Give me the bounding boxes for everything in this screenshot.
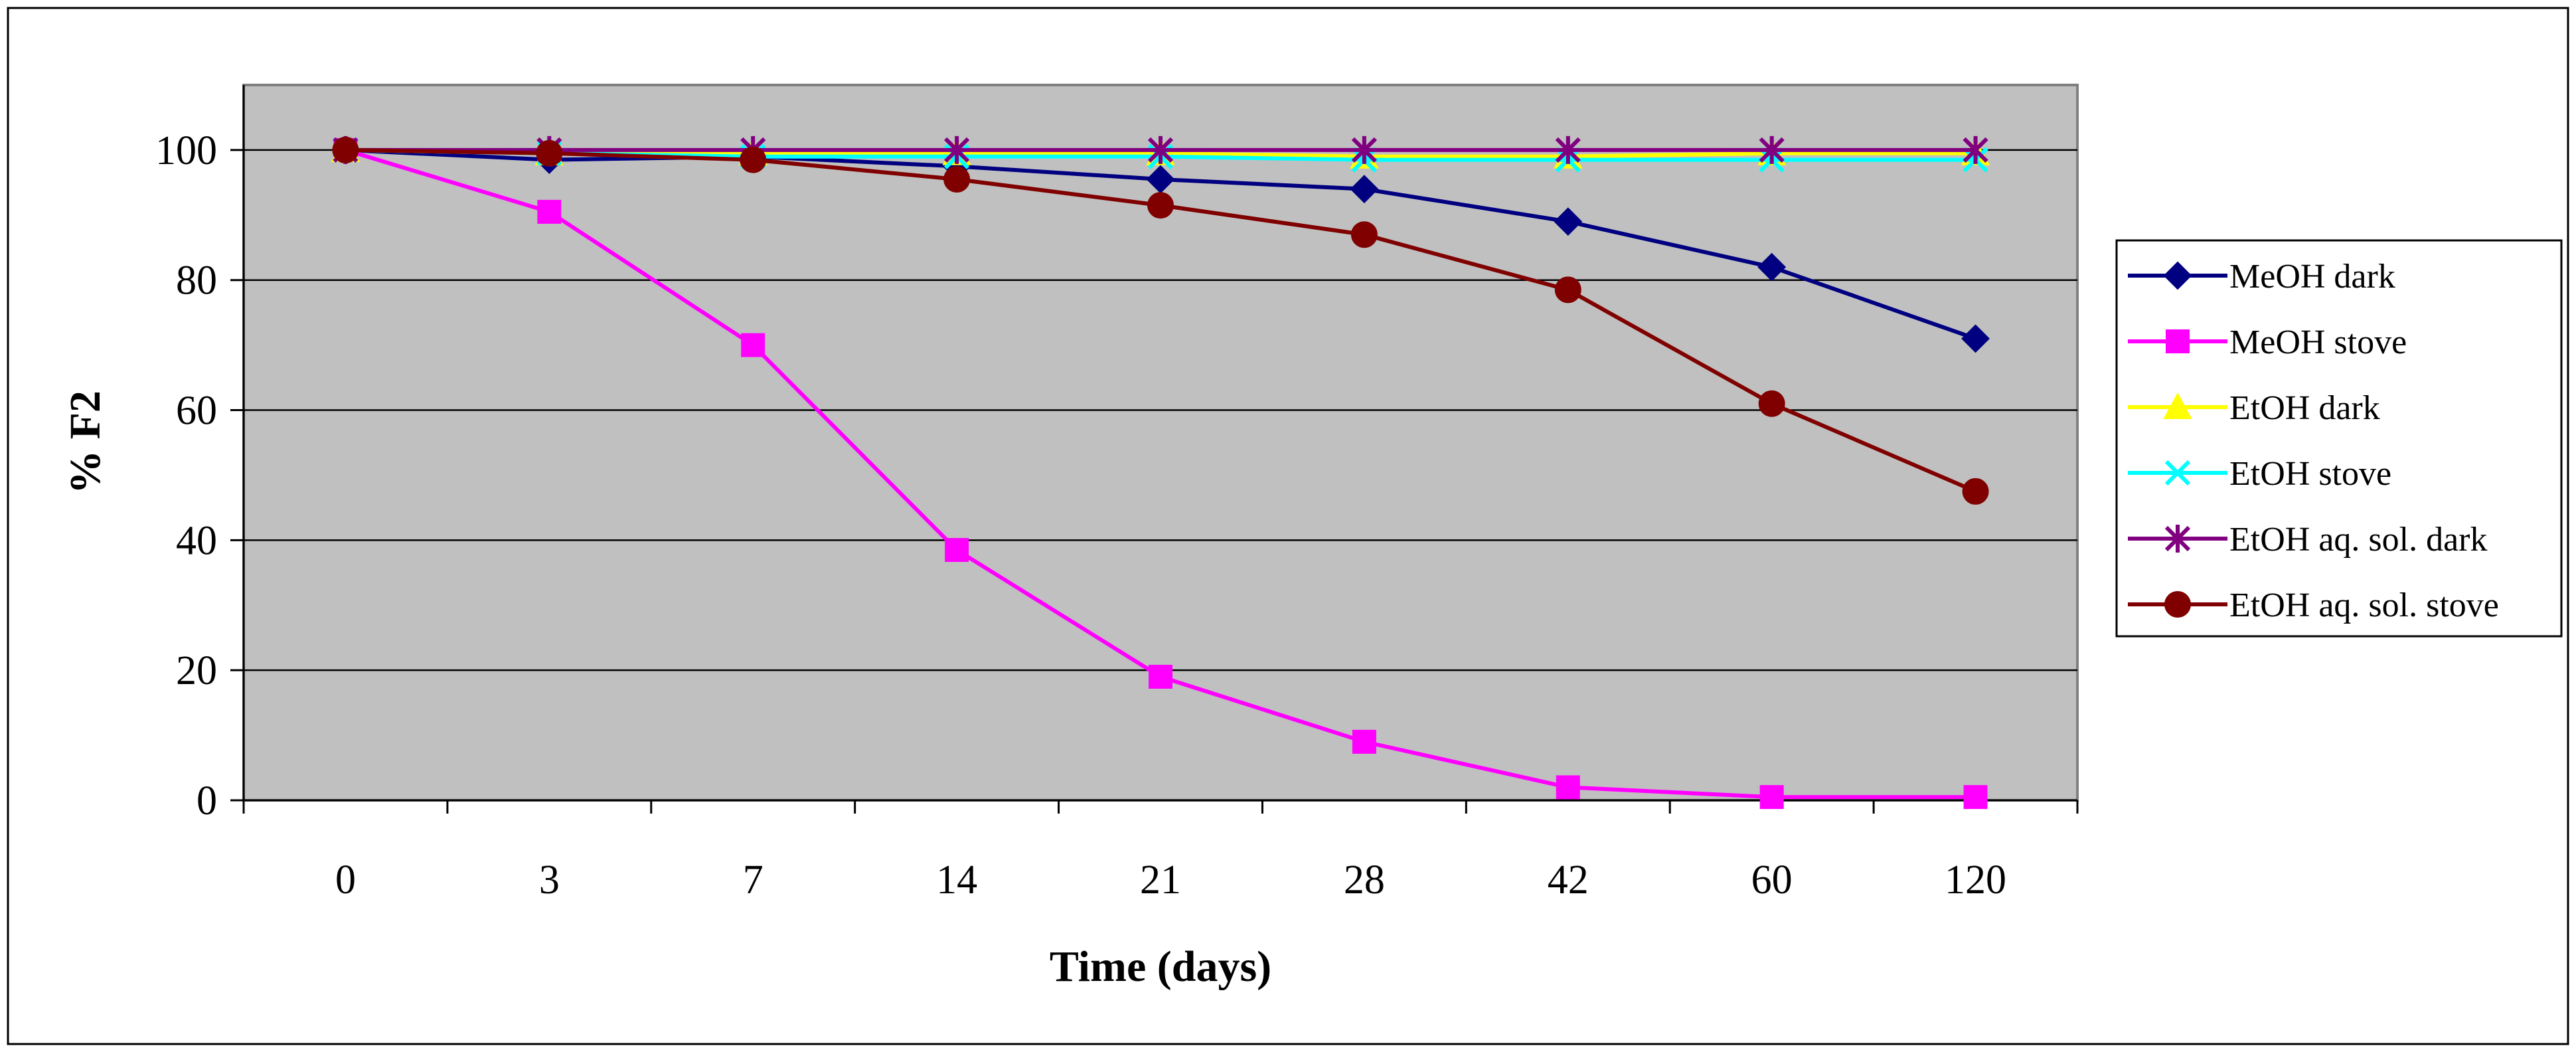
data-point: [1351, 135, 1378, 164]
data-point: [1350, 221, 1378, 248]
data-point: [1963, 135, 1988, 164]
data-point: [1556, 775, 1580, 800]
legend-label: MeOH dark: [2229, 258, 2395, 296]
data-point: [1350, 175, 1379, 204]
data-point: [1963, 785, 1988, 810]
legend-marker: [2163, 392, 2192, 419]
legend-marker: [2164, 591, 2191, 618]
data-point: [1759, 785, 1784, 810]
legend-item: EtOH aq. sol. stove: [2128, 586, 2499, 624]
y-tick-label: 20: [176, 648, 217, 693]
data-point: [1149, 664, 1172, 689]
x-tick-label: 42: [1548, 857, 1589, 903]
y-tick-labels: 0 20 40 60 80 100: [155, 128, 217, 824]
data-point: [740, 146, 767, 173]
legend-label: MeOH stove: [2229, 323, 2407, 361]
y-tick-label: 0: [197, 778, 217, 824]
legend-item: MeOH stove: [2128, 323, 2407, 361]
legend-item: MeOH dark: [2128, 258, 2395, 296]
x-tick-label: 28: [1344, 857, 1385, 903]
legend-label: EtOH dark: [2229, 389, 2380, 427]
legend: MeOH dark MeOH stove EtOH dark EtOH stove Et…: [2128, 258, 2499, 624]
data-point: [1554, 276, 1581, 304]
data-point: [943, 135, 970, 164]
y-tick-label: 60: [176, 389, 217, 434]
x-tick-label: 3: [539, 857, 560, 903]
x-tick-label: 7: [743, 857, 764, 903]
y-tick-label: 80: [176, 258, 217, 304]
y-tick-label: 100: [155, 128, 217, 173]
y-axis-title: % F2: [61, 391, 110, 494]
legend-item: EtOH dark: [2128, 389, 2380, 427]
data-point: [332, 136, 359, 163]
data-point: [741, 333, 765, 357]
x-tick-label: 120: [1945, 857, 2006, 903]
data-point: [537, 199, 562, 224]
legend-box: [2115, 239, 2563, 638]
data-point: [1147, 135, 1174, 164]
legend-item: EtOH aq. sol. dark: [2128, 521, 2487, 559]
series: [331, 135, 1990, 810]
legend-label: EtOH stove: [2229, 455, 2391, 493]
legend-item: EtOH stove: [2128, 455, 2391, 493]
data-point: [1757, 252, 1787, 282]
series-5: [332, 136, 1989, 505]
legend-label: EtOH aq. sol. stove: [2229, 586, 2499, 624]
x-tick-labels: 0 3 7 14 21 28 42 60 120: [335, 857, 2006, 903]
legend-marker: [2164, 525, 2191, 553]
x-tick-label: 0: [335, 857, 356, 903]
x-axis-title: Time (days): [1050, 942, 1271, 991]
data-point: [1962, 478, 1989, 505]
legend-marker: [2166, 329, 2190, 353]
data-point: [536, 139, 563, 167]
data-point: [1758, 390, 1785, 417]
data-point: [1147, 192, 1174, 219]
x-tick-label: 14: [936, 857, 977, 903]
data-point: [943, 165, 971, 193]
data-point: [945, 538, 969, 563]
data-point: [1352, 729, 1376, 754]
legend-marker: [2163, 261, 2192, 290]
x-tick-label: 60: [1751, 857, 1793, 903]
data-point: [1759, 135, 1785, 164]
data-point: [1555, 135, 1581, 164]
legend-marker: [2164, 460, 2191, 486]
y-tick-label: 40: [176, 518, 217, 563]
x-tick-label: 21: [1140, 857, 1181, 903]
data-point: [1961, 324, 1990, 353]
data-point: [1554, 207, 1583, 236]
legend-label: EtOH aq. sol. dark: [2229, 521, 2487, 559]
